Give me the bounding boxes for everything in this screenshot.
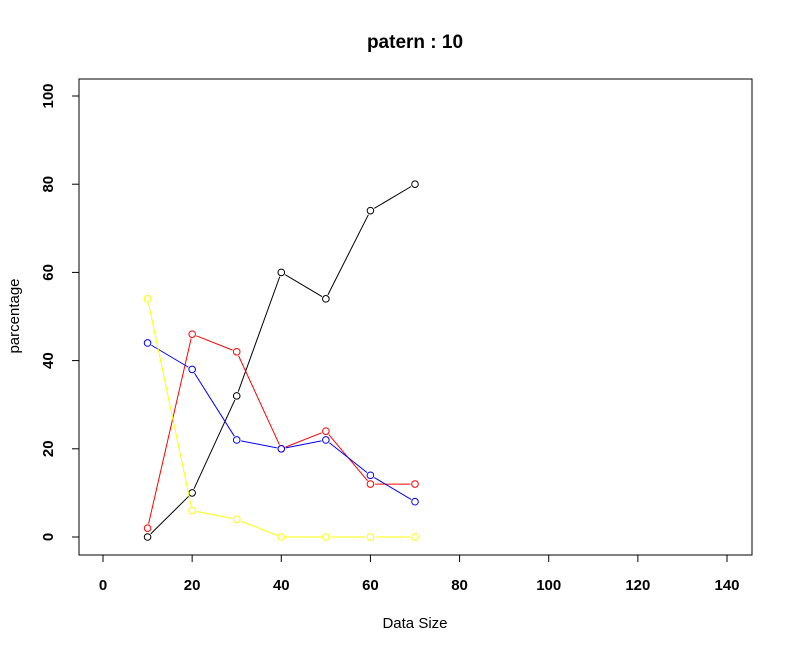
series-segment [196, 335, 233, 351]
series-4 [143, 295, 419, 541]
data-point [322, 295, 330, 303]
data-point [366, 533, 375, 541]
data-point [411, 180, 419, 188]
series-segment [194, 372, 235, 437]
series-segment [148, 338, 192, 524]
x-axis: 0 20 40 60 80 100 120 140 [99, 554, 740, 594]
y-tick-label: 20 [40, 440, 57, 457]
series-segment [193, 399, 236, 490]
series-segment [241, 440, 277, 449]
x-tick-label: 120 [625, 577, 650, 594]
x-tick-label: 0 [99, 577, 107, 594]
x-tick-label: 80 [451, 577, 468, 594]
y-tick-label: 0 [40, 533, 57, 541]
data-point [277, 268, 286, 277]
data-point [232, 436, 241, 444]
data-point [277, 533, 286, 541]
series-layer [143, 180, 419, 541]
y-tick-label: 80 [40, 176, 57, 193]
chart-title: patern : 10 [367, 32, 463, 53]
series-1 [143, 180, 419, 541]
y-axis-label: parcentage [6, 278, 23, 353]
x-axis-label: Data Size [382, 615, 447, 632]
series-3 [143, 339, 419, 506]
data-point [232, 392, 241, 400]
series-segment [151, 344, 189, 368]
data-point [188, 365, 196, 374]
x-tick-label: 100 [536, 577, 561, 594]
series-segment [148, 303, 192, 507]
y-tick-label: 100 [40, 83, 57, 108]
series-segment [284, 274, 323, 297]
series-segment [374, 477, 412, 500]
y-tick-label: 40 [40, 352, 57, 369]
series-segment [150, 495, 190, 535]
plot-frame [78, 78, 753, 556]
data-point [232, 347, 241, 356]
x-tick-label: 60 [362, 577, 379, 594]
data-point [366, 480, 375, 488]
series-segment [237, 276, 281, 392]
series-2 [143, 330, 419, 532]
x-tick-label: 40 [273, 577, 290, 594]
data-point [411, 497, 419, 506]
data-point [366, 471, 375, 480]
data-point [188, 489, 196, 497]
y-tick-label: 60 [40, 264, 57, 281]
y-axis: 0 20 40 60 80 100 [40, 83, 80, 541]
x-tick-label: 140 [714, 577, 739, 594]
series-segment [196, 510, 233, 519]
data-point [322, 436, 330, 444]
data-point [366, 206, 375, 215]
data-point [143, 533, 152, 541]
series-segment [238, 355, 280, 445]
x-tick-label: 20 [184, 577, 201, 594]
series-segment [329, 442, 368, 473]
data-point [143, 295, 152, 303]
data-point [143, 339, 152, 347]
data-point [411, 533, 419, 541]
data-point [411, 480, 419, 488]
series-segment [327, 214, 369, 296]
data-point [277, 445, 286, 453]
series-segment [240, 520, 278, 536]
data-point [232, 515, 241, 524]
series-segment [374, 186, 412, 209]
data-point [322, 533, 330, 541]
data-point [188, 330, 196, 338]
data-point [188, 506, 196, 515]
data-point [143, 524, 152, 532]
data-point [322, 427, 330, 435]
series-segment [285, 432, 322, 448]
series-segment [285, 440, 322, 449]
